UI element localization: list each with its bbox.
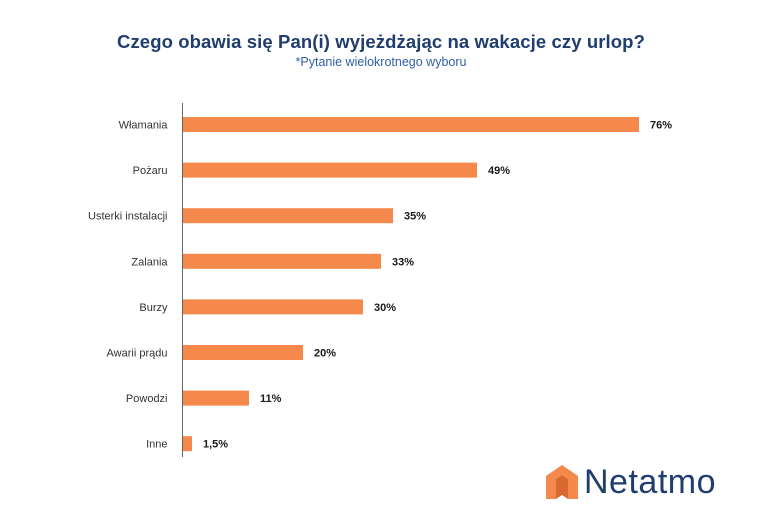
value-label: 35%	[404, 211, 426, 223]
value-label: 49%	[488, 165, 510, 177]
netatmo-logo: Netatmo	[546, 462, 716, 502]
bar	[183, 345, 303, 360]
category-label: Awarii prądu	[107, 348, 168, 360]
value-label: 20%	[314, 348, 336, 360]
category-label: Włamania	[119, 120, 169, 132]
value-label: 33%	[392, 256, 414, 268]
category-label: Usterki instalacji	[88, 211, 167, 223]
bar	[183, 208, 393, 224]
value-label: 76%	[650, 120, 672, 132]
category-label: Pożaru	[133, 165, 168, 177]
bar	[183, 299, 363, 315]
bar	[183, 436, 192, 452]
category-label: Powodzi	[126, 393, 168, 405]
bar	[183, 390, 249, 406]
value-label: 11%	[260, 393, 282, 405]
chart-subtitle: *Pytanie wielokrotnego wyboru	[295, 55, 467, 69]
value-label: 30%	[374, 302, 396, 314]
value-label: 1,5%	[203, 439, 228, 451]
category-label: Burzy	[139, 302, 168, 314]
bar	[183, 253, 381, 269]
netatmo-house-icon	[546, 465, 578, 499]
bar	[183, 117, 639, 132]
category-label: Zalania	[131, 256, 168, 268]
category-label: Inne	[146, 439, 167, 451]
chart-title: Czego obawia się Pan(i) wyjeżdżając na w…	[117, 31, 645, 52]
brand-name: Netatmo	[584, 463, 716, 501]
bar	[183, 162, 477, 178]
